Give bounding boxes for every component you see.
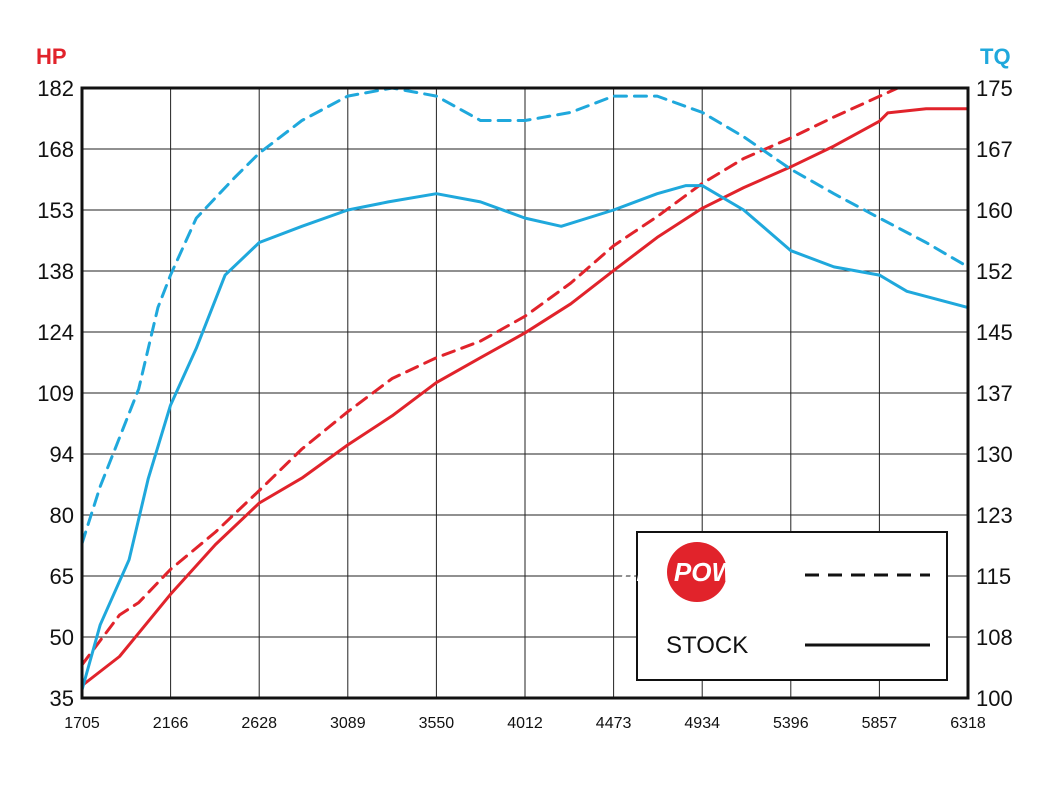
tick-labels: 1705 2166 2628 3089 3550 4012 4473 4934 5396 5857… xyxy=(37,76,1012,732)
x-tick-label: 4012 xyxy=(507,715,543,732)
legend-stock-label: STOCK xyxy=(666,632,748,659)
x-tick-label: 3550 xyxy=(419,715,455,732)
x-tick-label: 2628 xyxy=(241,715,277,732)
y-right-tick-label: 137 xyxy=(976,381,1013,406)
y-right-tick-label: 160 xyxy=(976,198,1013,223)
y-left-tick-label: 138 xyxy=(37,259,74,284)
y-right-tick-label: 152 xyxy=(976,259,1013,284)
right-axis-title: TQ xyxy=(980,44,1011,69)
y-right-tick-label: 100 xyxy=(976,686,1013,711)
y-left-tick-label: 153 xyxy=(37,198,74,223)
y-right-tick-label: 175 xyxy=(976,76,1013,101)
x-tick-label: 1705 xyxy=(64,715,100,732)
y-right-tick-label: 167 xyxy=(976,137,1013,162)
x-tick-label: 5396 xyxy=(773,715,809,732)
y-left-tick-label: 80 xyxy=(50,503,74,528)
y-right-tick-label: 123 xyxy=(976,503,1013,528)
x-tick-label: 2166 xyxy=(153,715,189,732)
y-right-tick-label: 145 xyxy=(976,320,1013,345)
y-left-tick-label: 94 xyxy=(50,442,74,467)
y-left-tick-label: 65 xyxy=(50,564,74,589)
x-tick-label: 4473 xyxy=(596,715,632,732)
x-tick-label: 4934 xyxy=(684,715,720,732)
series-line-hp-afe-power xyxy=(82,88,902,667)
afe-logo-circle xyxy=(667,542,727,602)
series-line-tq-stock xyxy=(82,184,968,692)
y-left-tick-label: 124 xyxy=(37,320,74,345)
series-line-tq-afe-power xyxy=(82,88,968,545)
y-left-tick-label: 168 xyxy=(37,137,74,162)
x-tick-label: 6318 xyxy=(950,715,986,732)
y-right-tick-label: 130 xyxy=(976,442,1013,467)
y-left-tick-label: 50 xyxy=(50,625,74,650)
y-right-tick-label: 108 xyxy=(976,625,1013,650)
left-axis-title: HP xyxy=(36,44,67,69)
svg-text:aFe POWER: aFe POWER xyxy=(622,557,772,587)
y-left-tick-label: 35 xyxy=(50,686,74,711)
x-tick-label: 3089 xyxy=(330,715,366,732)
afe-power-logo: aFe POWER xyxy=(622,542,772,602)
afe-logo-wordmark: aFe POWER xyxy=(622,557,772,587)
y-left-tick-label: 109 xyxy=(37,381,74,406)
plot-frame xyxy=(80,86,970,700)
legend: aFe POWER STOCK xyxy=(622,531,948,681)
x-tick-label: 5857 xyxy=(862,715,898,732)
y-right-tick-label: 115 xyxy=(976,564,1011,589)
series-layer xyxy=(82,88,968,692)
y-left-tick-label: 182 xyxy=(37,76,74,101)
series-line-hp-stock xyxy=(82,107,968,688)
